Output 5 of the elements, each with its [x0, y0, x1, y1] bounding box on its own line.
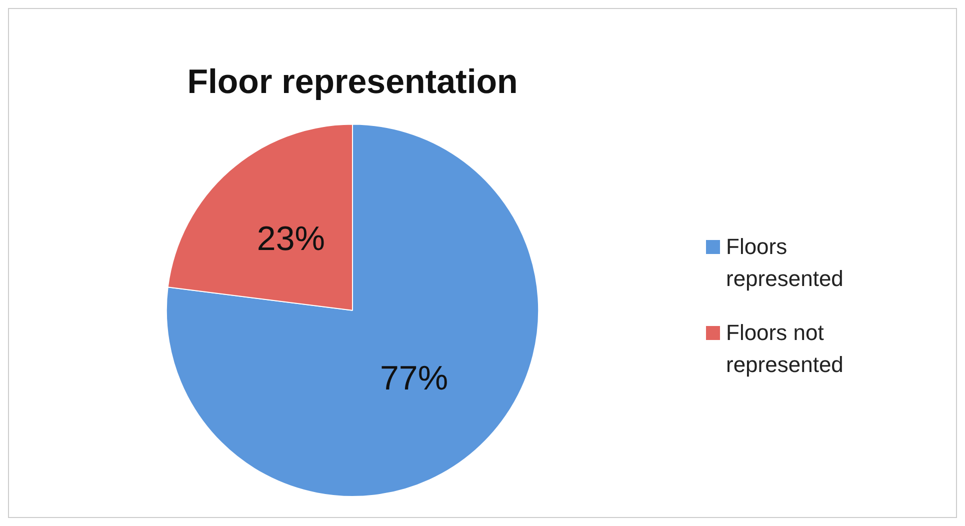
data-label: 77% [380, 360, 448, 398]
legend-label: Floors not represented [726, 319, 844, 379]
data-label: 23% [256, 220, 325, 258]
chart-title: Floor representation [187, 62, 518, 101]
legend-label: Floors represented [726, 233, 844, 293]
